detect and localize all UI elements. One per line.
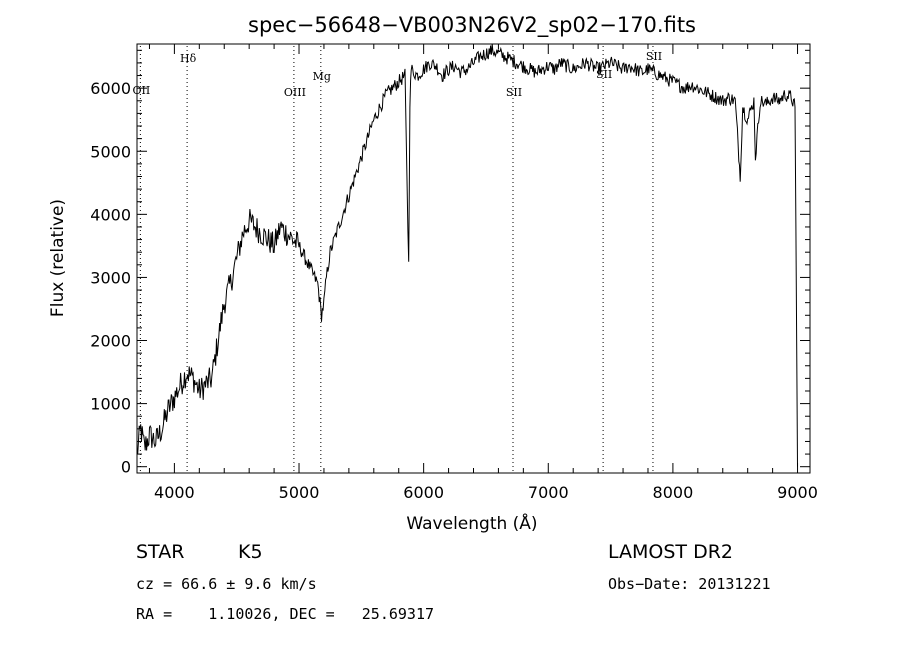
line-marker-label: Mg	[313, 70, 331, 83]
y-tick-label: 6000	[90, 79, 131, 98]
line-marker-label: SII	[646, 50, 662, 63]
redshift-cz: cz = 66.6 ± 9.6 km/s	[136, 575, 317, 593]
object-class: STAR	[136, 541, 185, 563]
x-tick-label: 6000	[403, 483, 444, 502]
y-axis-label: Flux (relative)	[48, 199, 68, 317]
line-marker-label: Hδ	[180, 52, 197, 65]
x-axis-label: Wavelength (Å)	[406, 512, 537, 534]
y-tick-label: 2000	[90, 332, 131, 351]
line-marker-label: SII	[506, 86, 522, 99]
coordinates: RA = 1.10026, DEC = 25.69317	[136, 605, 435, 623]
spectral-subclass: K5	[238, 541, 263, 563]
line-marker-label: OIII	[284, 86, 306, 99]
survey-name: LAMOST DR2	[608, 541, 733, 563]
line-marker-label: OII	[133, 84, 151, 97]
y-tick-label: 1000	[90, 395, 131, 414]
y-tick-label: 3000	[90, 268, 131, 287]
y-tick-label: 4000	[90, 205, 131, 224]
x-tick-label: 9000	[777, 483, 818, 502]
chart-title: spec−56648−VB003N26V2_sp02−170.fits	[248, 13, 696, 38]
obs-date: Obs−Date: 20131221	[608, 575, 771, 593]
x-tick-label: 7000	[528, 483, 569, 502]
x-tick-label: 5000	[279, 483, 320, 502]
spectrum-series-line	[136, 43, 798, 467]
y-tick-label: 0	[121, 458, 131, 477]
y-tick-label: 5000	[90, 142, 131, 161]
plot-frame	[136, 43, 811, 474]
x-tick-label: 4000	[154, 483, 195, 502]
x-tick-label: 8000	[653, 483, 694, 502]
